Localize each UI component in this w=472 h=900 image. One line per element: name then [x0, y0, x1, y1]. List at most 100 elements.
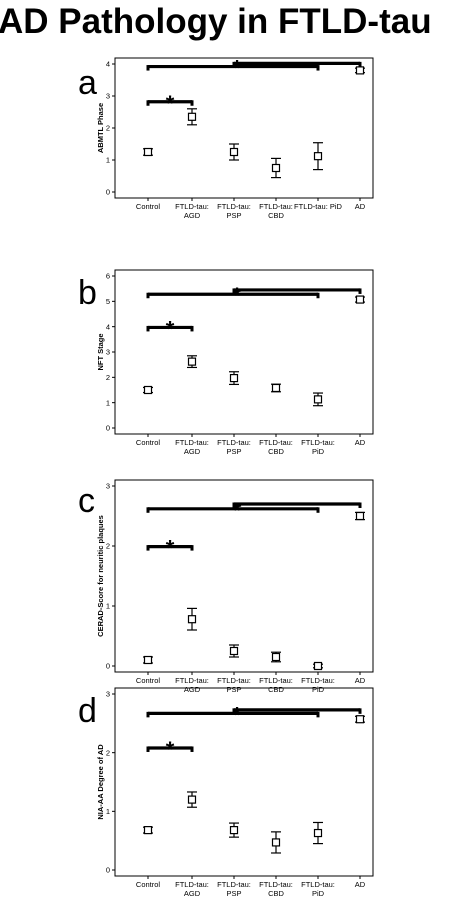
data-point	[143, 147, 153, 157]
significance-star: *	[233, 283, 242, 308]
x-tick-label: AD	[355, 438, 366, 447]
data-point	[229, 646, 239, 656]
data-point	[271, 838, 281, 847]
data-point	[229, 147, 239, 157]
x-tick-label: AD	[355, 202, 366, 211]
y-tick-label: 5	[106, 297, 110, 306]
y-tick-label: 0	[106, 866, 110, 875]
significance-star: *	[166, 316, 175, 341]
x-tick-label: Control	[136, 438, 161, 447]
x-tick-label: FTLD-tau:	[259, 438, 293, 447]
x-tick-label: FTLD-tau:	[259, 880, 293, 889]
x-tick-label: FTLD-tau:	[175, 202, 209, 211]
x-tick-label: AD	[355, 880, 366, 889]
data-point	[229, 373, 239, 383]
significance-bracket	[232, 502, 362, 508]
plot-frame	[114, 57, 374, 199]
x-tick-label: CBD	[268, 447, 284, 456]
chart-panel-c: c 0 1 2 3 CERAD-Score for neuritic plaques Con…	[78, 479, 374, 694]
x-tick-label: PiD	[312, 889, 325, 898]
x-tick-label: Control	[136, 202, 161, 211]
data-point	[143, 826, 153, 835]
x-tick-label: PSP	[226, 447, 241, 456]
y-tick-label: 0	[106, 188, 110, 197]
data-point	[313, 152, 323, 161]
x-tick-label: FTLD-tau:	[301, 676, 335, 685]
significance-star: *	[233, 56, 242, 81]
data-point	[355, 295, 365, 304]
significance-star: *	[233, 498, 242, 523]
significance-bracket: *	[146, 536, 194, 561]
y-tick-label: 2	[106, 373, 110, 382]
x-tick-label: FTLD-tau:	[217, 676, 251, 685]
y-tick-label: 4	[106, 322, 110, 331]
panel-label: d	[78, 692, 97, 730]
significance-star: *	[166, 536, 175, 561]
y-tick-label: 3	[106, 92, 110, 101]
y-tick-label: 1	[106, 398, 110, 407]
x-tick-label: CBD	[268, 685, 284, 694]
chart-panel-d: d 0 1 2 3 NIA-AA Degree of AD Control FTLD-tau:…	[78, 687, 374, 898]
x-tick-label: FTLD-tau:	[259, 202, 293, 211]
significance-star: *	[166, 91, 175, 116]
y-tick-label: 2	[106, 124, 110, 133]
data-point	[313, 661, 323, 671]
y-axis-label: CERAD-Score for neuritic plaques	[96, 515, 105, 637]
x-tick-label: FTLD-tau:	[259, 676, 293, 685]
x-tick-label: FTLD-tau:	[217, 202, 251, 211]
y-axis-label: ABMTL Phase	[96, 103, 105, 153]
data-point	[355, 511, 365, 521]
significance-bracket	[232, 61, 362, 68]
y-tick-label: 0	[106, 424, 110, 433]
significance-star: *	[233, 702, 242, 727]
significance-bracket	[232, 288, 362, 294]
y-tick-label: 1	[106, 602, 110, 611]
x-tick-label: FTLD-tau:	[175, 676, 209, 685]
significance-star: *	[166, 737, 175, 762]
x-tick-label: FTLD-tau:	[301, 880, 335, 889]
data-point	[187, 615, 197, 624]
y-tick-label: 6	[106, 272, 110, 281]
y-tick-label: 3	[106, 482, 110, 491]
x-tick-label: CBD	[268, 211, 284, 220]
x-tick-label: Control	[136, 880, 161, 889]
x-tick-label: CBD	[268, 889, 284, 898]
data-point	[313, 828, 323, 838]
significance-bracket	[232, 708, 362, 714]
x-tick-label: FTLD-tau:	[217, 880, 251, 889]
x-tick-label: PiD	[312, 447, 325, 456]
x-tick-label: PiD	[312, 685, 325, 694]
data-point	[229, 826, 239, 835]
y-axis-label: NIA-AA Degree of AD	[96, 744, 105, 820]
x-tick-label: AGD	[184, 889, 201, 898]
data-point	[143, 655, 153, 665]
y-tick-label: 4	[106, 60, 110, 69]
plot-frame	[114, 687, 374, 877]
x-tick-label: AGD	[184, 211, 201, 220]
data-point	[355, 66, 365, 75]
y-tick-label: 1	[106, 156, 110, 165]
x-tick-label: FTLD-tau:	[301, 438, 335, 447]
significance-bracket: *	[146, 91, 194, 116]
plot-frame	[114, 479, 374, 673]
x-tick-label: PSP	[226, 211, 241, 220]
x-tick-label: Control	[136, 676, 161, 685]
data-point	[271, 652, 281, 662]
panel-label: c	[78, 482, 95, 520]
data-point	[355, 715, 365, 724]
panel-label: b	[78, 274, 97, 312]
y-tick-label: 2	[106, 748, 110, 757]
x-tick-label: AGD	[184, 447, 201, 456]
y-axis-label: NFT Stage	[96, 333, 105, 370]
y-tick-label: 2	[106, 542, 110, 551]
data-point	[187, 357, 197, 366]
significance-bracket: *	[146, 702, 320, 727]
significance-bracket: *	[146, 498, 320, 523]
significance-bracket: *	[146, 737, 194, 762]
data-point	[187, 795, 197, 804]
x-tick-label: FTLD-tau:	[217, 438, 251, 447]
x-tick-label: PSP	[226, 685, 241, 694]
